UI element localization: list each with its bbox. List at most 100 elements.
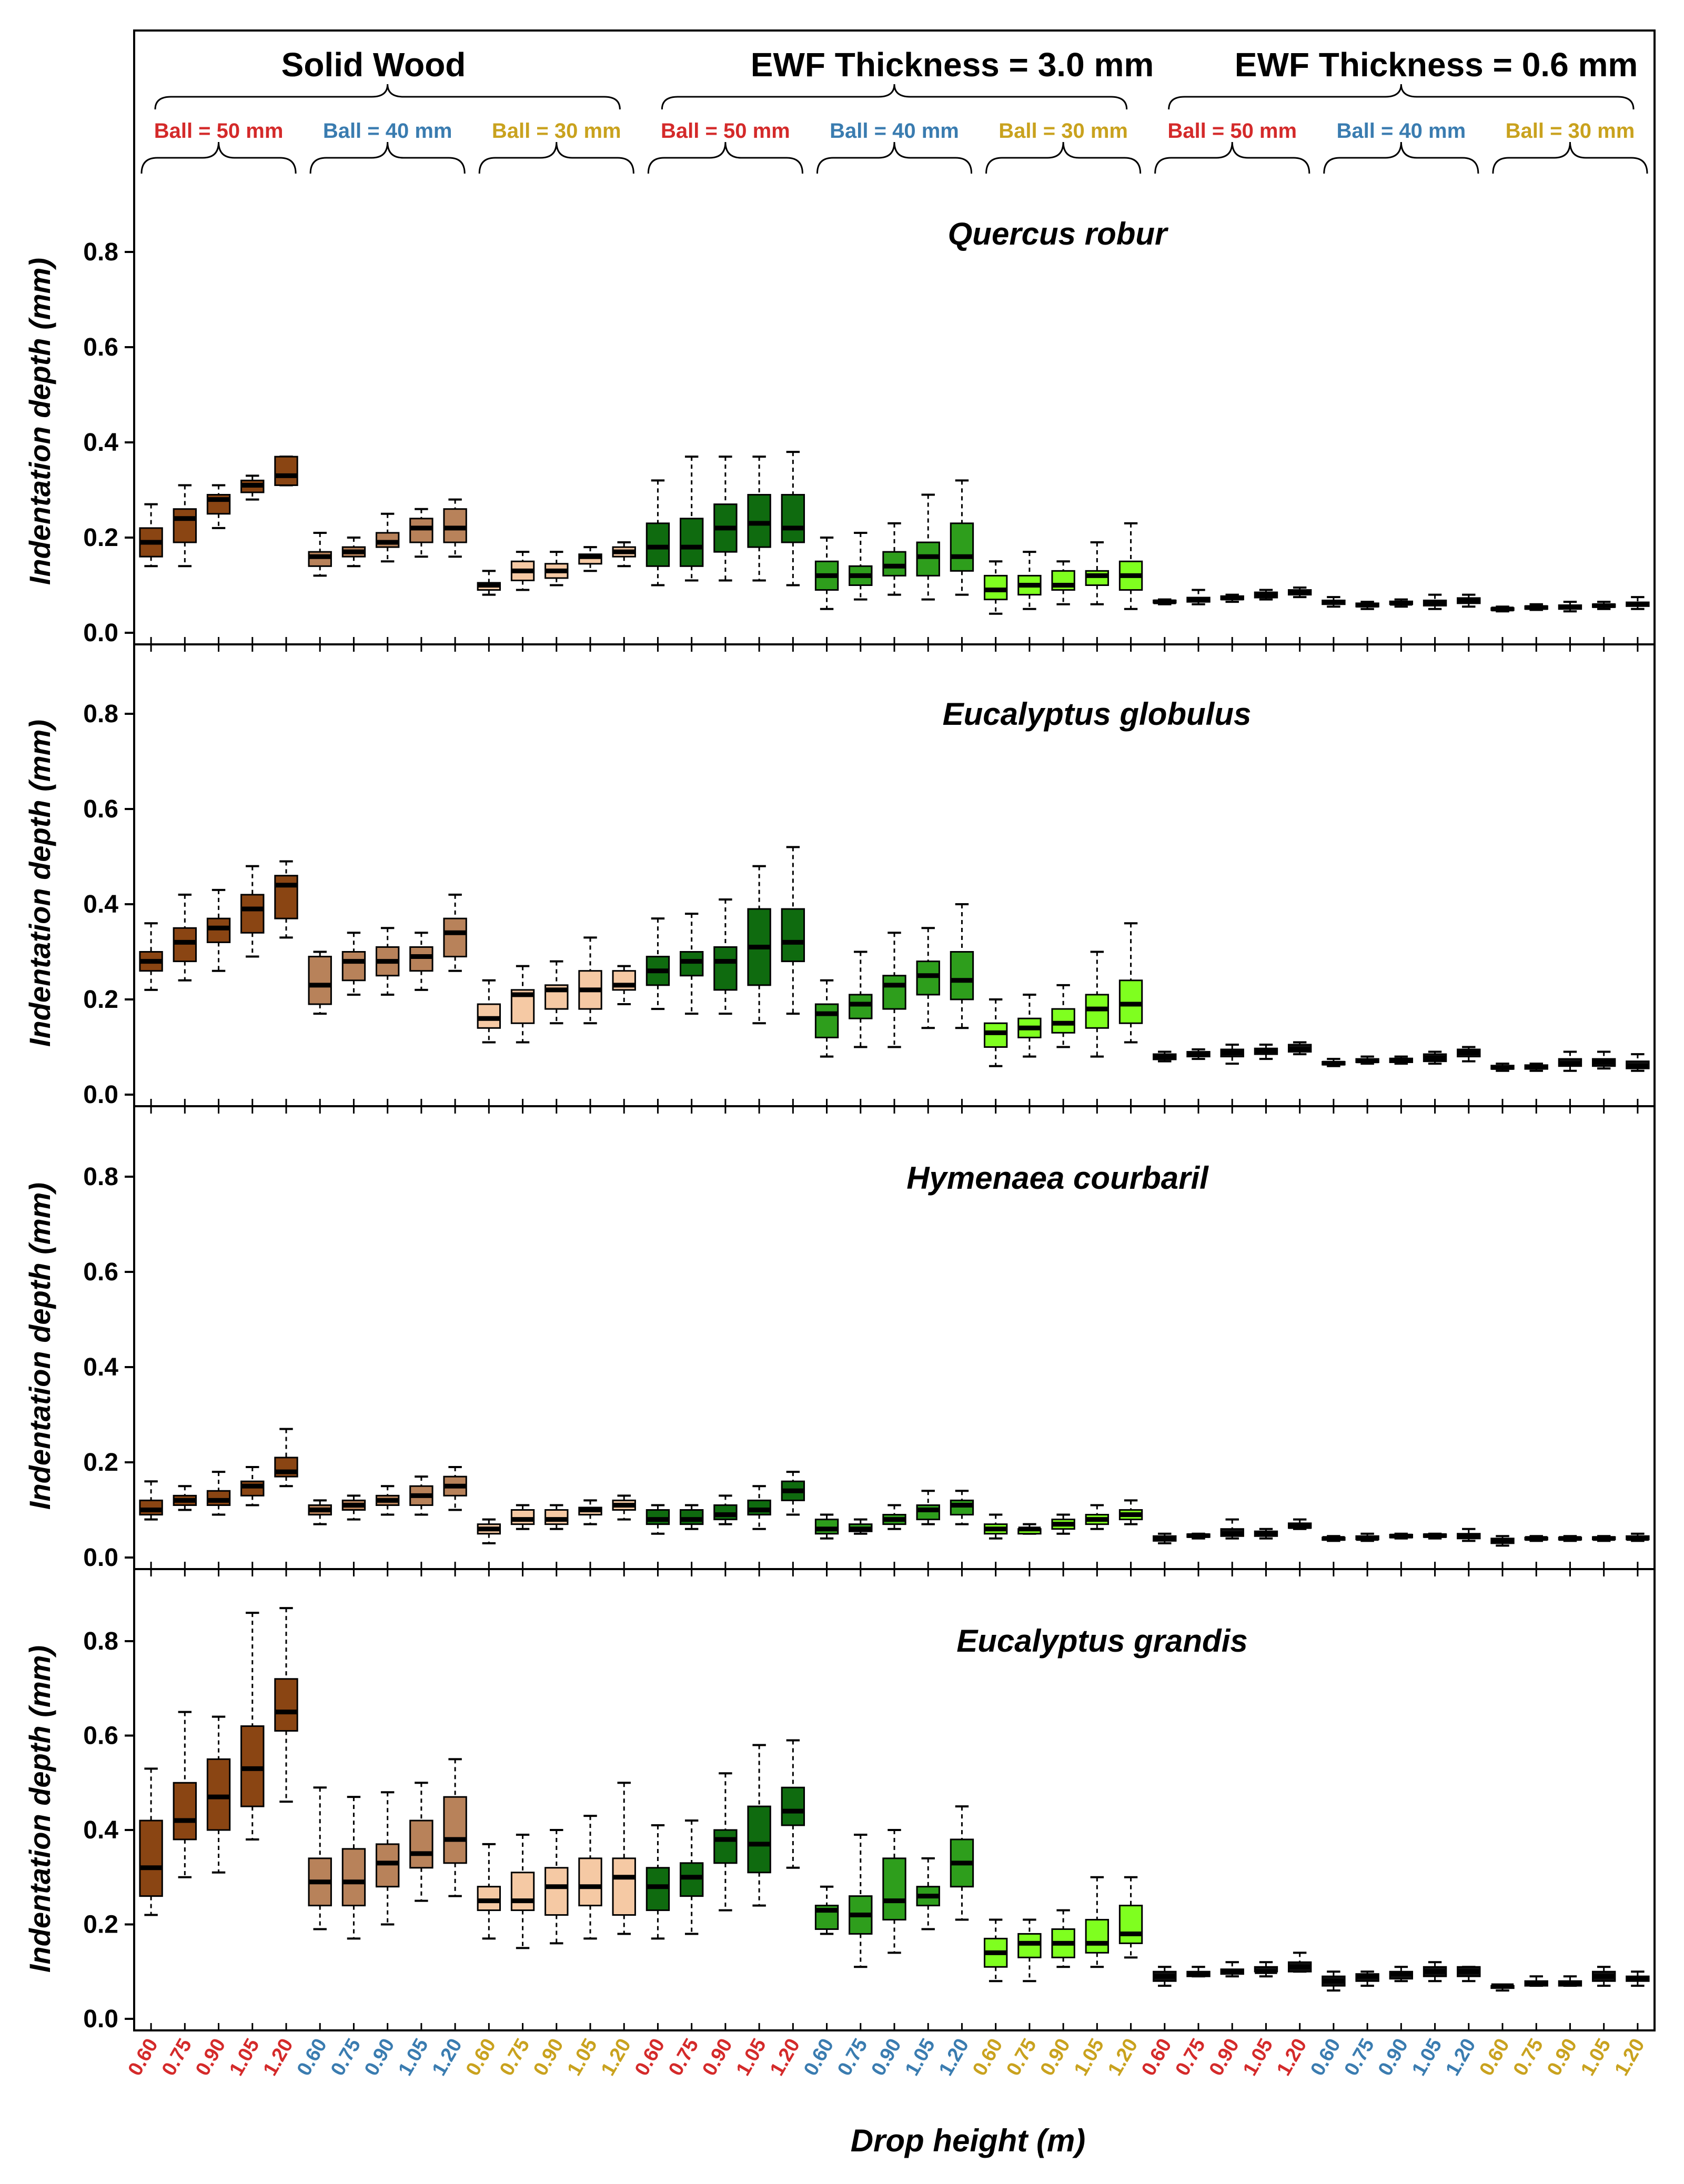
box-plot-mark	[1524, 1535, 1548, 1542]
group-brace	[1168, 84, 1635, 110]
box-plot-mark	[1558, 1975, 1582, 1987]
box-plot-mark	[578, 936, 602, 1025]
box-plot-mark	[206, 484, 231, 529]
iqr-box	[443, 508, 467, 543]
box-plot-mark	[882, 932, 906, 1048]
box-plot-mark	[1287, 1518, 1312, 1530]
box-plot-mark	[308, 531, 332, 577]
iqr-box	[308, 956, 332, 1005]
box-plot-mark	[1220, 1961, 1244, 1978]
iqr-box	[679, 518, 704, 567]
iqr-box	[341, 951, 366, 982]
iqr-box	[477, 1003, 501, 1029]
box-plot-mark	[510, 965, 535, 1044]
y-tick-label: 0.4	[83, 1816, 118, 1844]
iqr-box	[950, 522, 974, 572]
box-plot-mark	[916, 493, 940, 601]
ball-size-label: Ball = 30 mm	[1506, 119, 1635, 143]
box-plot-mark	[139, 1767, 163, 1916]
iqr-box	[510, 1872, 535, 1912]
y-tick-label: 0.6	[83, 1722, 118, 1750]
box-plot-mark	[173, 1711, 197, 1878]
box-plot-mark	[1220, 1043, 1244, 1065]
box-plot-mark	[510, 551, 535, 591]
box-plot-mark	[544, 960, 569, 1025]
ball-size-label: Ball = 40 mm	[323, 119, 452, 143]
ball-brace	[140, 141, 297, 174]
box-plot-mark	[950, 1805, 974, 1921]
iqr-box	[206, 1490, 231, 1506]
box-plot-mark	[1626, 1053, 1650, 1072]
group-title: EWF Thickness = 0.6 mm	[1235, 46, 1638, 84]
iqr-box	[814, 1003, 839, 1038]
box-plot-mark	[916, 927, 940, 1029]
iqr-box	[375, 532, 400, 548]
iqr-box	[849, 994, 873, 1019]
iqr-box	[510, 1509, 535, 1525]
iqr-box	[950, 951, 974, 1000]
box-plot-mark	[1626, 596, 1650, 610]
box-plot-mark	[781, 846, 805, 1015]
box-plot-mark	[341, 1494, 366, 1521]
box-plot-mark	[1457, 593, 1481, 608]
ball-size-label: Ball = 50 mm	[154, 119, 284, 143]
box-plot-mark	[240, 1612, 265, 1841]
box-plot-mark	[1017, 551, 1042, 610]
box-plot-mark	[1153, 1050, 1177, 1063]
box-plot-mark	[1322, 1058, 1346, 1067]
box-plot-mark	[1423, 1532, 1447, 1540]
box-plot-mark	[1490, 1535, 1515, 1547]
y-tick-label: 0.2	[83, 1911, 118, 1939]
box-plot-mark	[274, 1428, 298, 1488]
box-plot-mark	[612, 1494, 636, 1521]
box-plot-mark	[747, 1485, 771, 1530]
box-plot-mark	[1490, 1063, 1515, 1072]
box-plot-mark	[1524, 1063, 1548, 1072]
box-plot-mark	[1389, 598, 1414, 608]
y-tick-label: 0.0	[83, 619, 118, 647]
iqr-box	[983, 574, 1008, 601]
ball-brace	[1492, 141, 1648, 174]
box-plot-mark	[1186, 589, 1211, 605]
box-plot-mark	[1085, 1504, 1110, 1530]
iqr-box	[679, 951, 704, 977]
box-plot-mark	[544, 1504, 569, 1530]
iqr-box	[612, 1857, 636, 1916]
box-plot-mark	[544, 551, 569, 587]
box-plot-mark	[1355, 1970, 1379, 1987]
box-plot-mark	[1558, 1535, 1582, 1542]
group-title: Solid Wood	[281, 46, 466, 84]
iqr-box	[1085, 994, 1110, 1029]
iqr-box	[544, 1867, 569, 1916]
box-plot-mark	[206, 1471, 231, 1516]
y-tick-label: 0.6	[83, 333, 118, 361]
ball-brace	[478, 141, 634, 174]
box-plot-mark	[713, 1494, 738, 1525]
box-plot-mark	[1085, 1876, 1110, 1968]
y-tick-label: 0.8	[83, 1163, 118, 1191]
box-plot-mark	[1085, 951, 1110, 1058]
box-plot-mark	[274, 1607, 298, 1803]
box-plot-mark	[1287, 587, 1312, 599]
box-plot-mark	[1457, 1528, 1481, 1542]
y-tick-label: 0.0	[83, 2005, 118, 2033]
box-plot-mark	[1558, 1050, 1582, 1072]
box-plot-mark	[983, 1513, 1008, 1540]
ball-size-label: Ball = 40 mm	[830, 119, 959, 143]
box-plot-mark	[1591, 601, 1616, 610]
box-plot-mark	[510, 1504, 535, 1530]
ball-size-label: Ball = 30 mm	[999, 119, 1128, 143]
y-tick-label: 0.0	[83, 1544, 118, 1572]
iqr-box	[409, 1819, 433, 1869]
box-plot-mark	[173, 1485, 197, 1511]
box-plot-mark	[983, 1918, 1008, 1983]
y-axis-label: Indentation depth (mm)	[23, 1645, 56, 1973]
box-plot-mark	[1457, 1966, 1481, 1983]
box-plot-mark	[713, 1772, 738, 1912]
box-plot-mark	[1558, 601, 1582, 613]
box-plot-mark	[849, 951, 873, 1048]
iqr-box	[1085, 1919, 1110, 1954]
panel-1: 0.0 0.2 0.4 0.6 0.8 Indentation depth (mm) Que…	[23, 216, 1650, 647]
figure-header: Solid Wood EWF Thickness = 3.0 mm EWF Thic…	[140, 46, 1648, 174]
box-plot-mark	[983, 560, 1008, 615]
